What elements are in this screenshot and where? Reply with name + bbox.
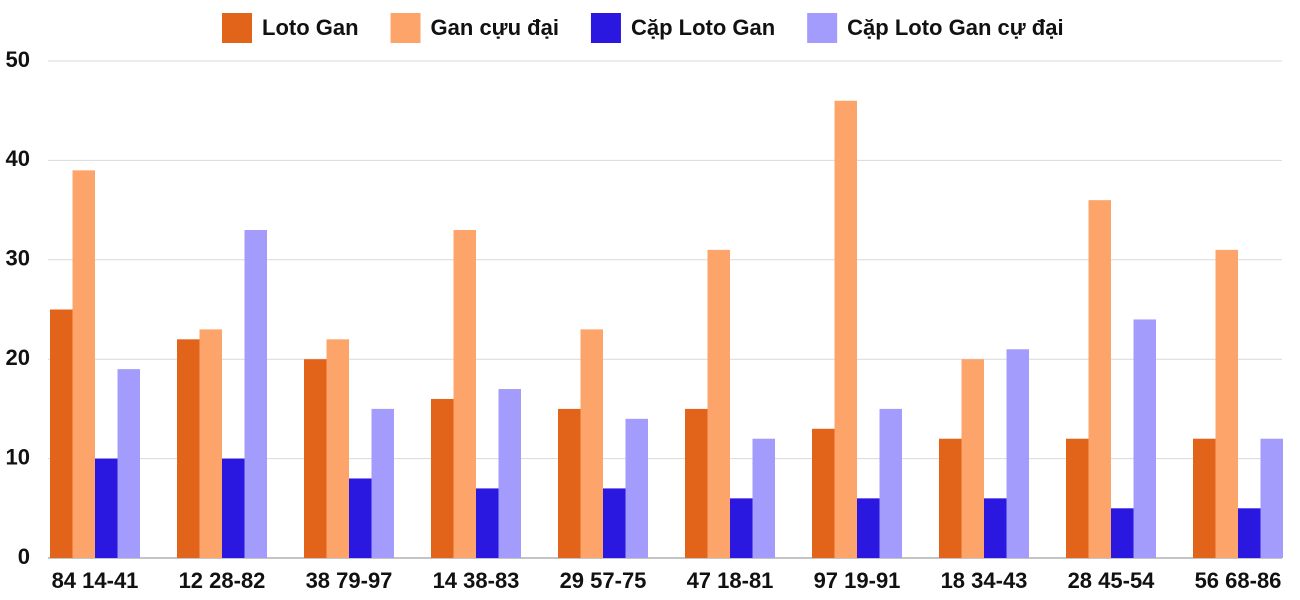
- legend-label: Loto Gan: [262, 15, 359, 40]
- bar: [1215, 249, 1238, 559]
- bar: [879, 408, 902, 558]
- bar: [1066, 438, 1089, 558]
- bar: [244, 229, 267, 559]
- x-tick-label: 29 57-75: [560, 568, 647, 593]
- bar: [476, 488, 499, 558]
- bar: [580, 329, 603, 558]
- y-tick-label: 50: [6, 47, 30, 72]
- bar: [371, 408, 394, 558]
- x-tick-label: 56 68-86: [1195, 568, 1282, 593]
- bar: [1133, 319, 1156, 558]
- bar: [1260, 438, 1283, 558]
- bar: [984, 498, 1007, 558]
- bar: [707, 249, 730, 559]
- bar: [558, 408, 581, 558]
- legend-swatch: [590, 13, 621, 43]
- bar: [453, 229, 476, 559]
- x-tick-label: 18 34-43: [941, 568, 1028, 593]
- x-tick-label: 97 19-91: [814, 568, 901, 593]
- x-tick-label: 14 38-83: [433, 568, 520, 593]
- x-tick-label: 38 79-97: [306, 568, 393, 593]
- bar: [857, 498, 880, 558]
- legend-label: Cặp Loto Gan cự đại: [847, 15, 1063, 40]
- x-tick-label: 12 28-82: [179, 568, 266, 593]
- bar: [304, 359, 327, 558]
- bar: [812, 428, 835, 558]
- bar: [222, 458, 245, 558]
- x-tick-label: 84 14-41: [52, 568, 139, 593]
- bar: [95, 458, 118, 558]
- bar: [50, 309, 73, 558]
- bar: [498, 389, 521, 558]
- bar: [1111, 508, 1134, 558]
- y-tick-label: 0: [18, 544, 30, 569]
- bar: [72, 170, 95, 558]
- legend-swatch: [807, 13, 838, 43]
- y-tick-label: 20: [6, 345, 30, 370]
- legend-label: Cặp Loto Gan: [631, 15, 775, 40]
- bar: [1193, 438, 1216, 558]
- bar: [1238, 508, 1261, 558]
- bar: [834, 100, 857, 558]
- bar: [349, 478, 372, 558]
- y-tick-label: 10: [6, 444, 30, 469]
- bar: [730, 498, 753, 558]
- bar: [603, 488, 626, 558]
- x-tick-label: 28 45-54: [1068, 568, 1156, 593]
- bar: [939, 438, 962, 558]
- bar: [625, 418, 648, 558]
- bar: [1088, 200, 1111, 558]
- bar: [117, 369, 140, 558]
- y-tick-label: 40: [6, 146, 30, 171]
- legend-label: Gan cựu đại: [431, 15, 559, 40]
- legend-swatch: [390, 13, 421, 43]
- y-tick-label: 30: [6, 246, 30, 271]
- bar: [685, 408, 708, 558]
- bar: [431, 398, 454, 558]
- bar: [326, 339, 349, 558]
- bar: [1006, 349, 1029, 558]
- legend-swatch: [222, 13, 252, 43]
- bar: [199, 329, 222, 558]
- bar: [961, 359, 984, 558]
- bar: [177, 339, 200, 558]
- x-tick-label: 47 18-81: [687, 568, 774, 593]
- bar: [752, 438, 775, 558]
